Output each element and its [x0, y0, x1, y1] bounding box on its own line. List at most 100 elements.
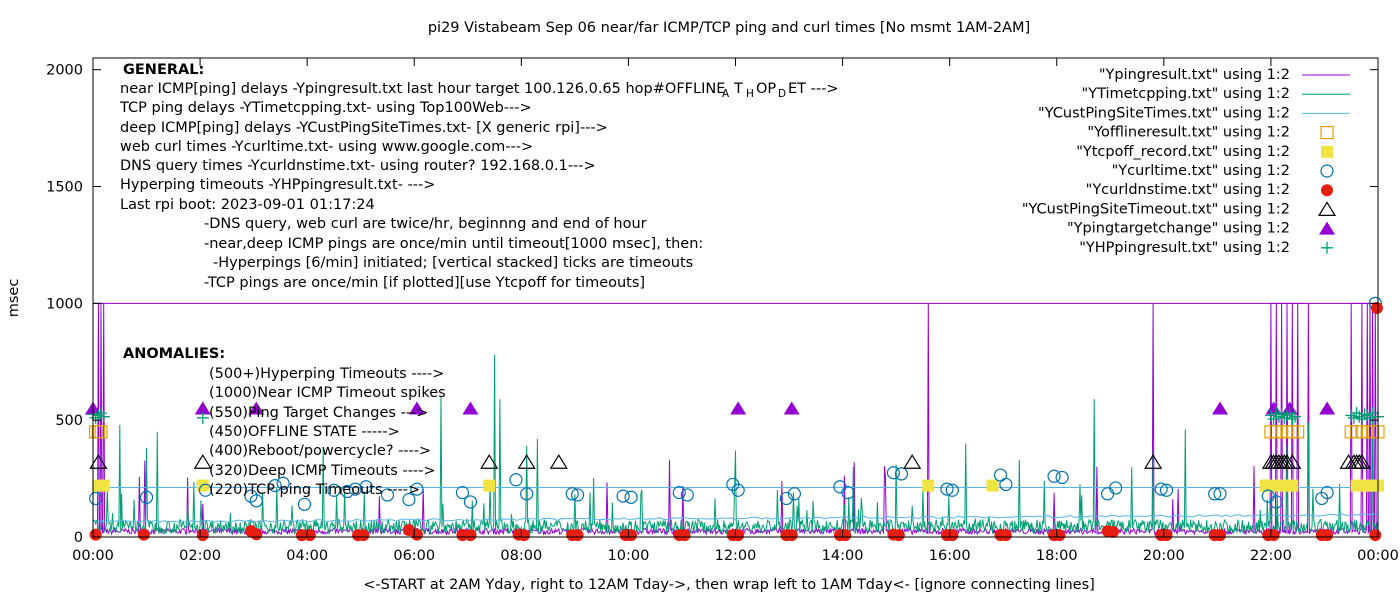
axes: 0 500 1000 1500 2000 00:00 02:00 04:00 06:00 08:0… [46, 57, 1399, 564]
point-ycustpingsitetimeout [1344, 454, 1363, 469]
point-yhppingresult [1363, 411, 1376, 424]
point-ycurldnstime [946, 529, 959, 542]
point-ycustpingsitetimeout [517, 454, 536, 469]
point-ycurltime [402, 493, 416, 507]
point-yhppingresult [89, 411, 102, 424]
point-ycurltime [841, 486, 855, 500]
y-tick-label: 1500 [46, 180, 83, 196]
point-ycustpingsitetimeout [480, 454, 499, 469]
hop-label-fragment: D [778, 88, 786, 100]
point-yofflineresult [89, 425, 103, 439]
point-ycurltime [940, 482, 954, 496]
x-axis-label: <-START at 2AM Yday, right to 12AM Tday-… [363, 577, 1095, 593]
point-ycurltime [672, 486, 686, 500]
point-ycurldnstime [785, 529, 798, 542]
y-tick-label: 500 [55, 413, 83, 429]
anomaly-note-line: (320)Deep ICMP Timeouts ----> [209, 463, 436, 479]
point-ycurltime [249, 494, 263, 508]
anomaly-note-line: (450)OFFLINE STATE -----> [209, 424, 400, 440]
point-ycurltime [1269, 495, 1283, 509]
general-heading: GENERAL: [123, 62, 204, 78]
point-ypingtargetchange [462, 401, 479, 415]
point-ycurltime [1154, 482, 1168, 496]
x-tick-label: 20:00 [1143, 548, 1185, 564]
point-ycurldnstime [89, 528, 102, 541]
point-ycurltime [1159, 483, 1174, 497]
point-ycustpingsitetimeout [1339, 454, 1358, 469]
point-ypingtargetchange [783, 401, 800, 415]
point-yhppingresult [1267, 413, 1280, 426]
point-ycurltime [886, 466, 901, 480]
general-note-line: Hyperping timeouts -YHPpingresult.txt- -… [120, 177, 435, 193]
point-ycurltime [89, 491, 103, 506]
hop-label-fragment: A [722, 88, 730, 100]
point-ypingtargetchange [194, 401, 211, 415]
point-ycustpingsitetimeout [1144, 454, 1163, 469]
chart-title: pi29 Vistabeam Sep 06 near/far ICMP/TCP … [428, 20, 1030, 36]
point-ycurltime [455, 486, 470, 500]
point-ycurldnstime [357, 529, 370, 542]
general-indented-note: -Hyperpings [6/min] initiated; [vertical… [213, 255, 693, 271]
point-ycurldnstime [1267, 529, 1280, 542]
point-ycurltime [297, 497, 312, 511]
point-ytcpoff-record [922, 479, 935, 492]
annotations: GENERAL: near ICMP[ping] delays -Ypingres… [119, 62, 838, 498]
point-ycurldnstime [1053, 529, 1066, 542]
point-yhppingresult [1361, 409, 1374, 422]
series-ycustpingsitetimes-line [92, 513, 1379, 524]
point-ycurldnstime [839, 529, 852, 542]
y-tick-label: 2000 [46, 63, 83, 79]
legend-label: "YCustPingSiteTimes.txt" using 1:2 [1038, 105, 1290, 121]
y-tick-label: 0 [74, 530, 83, 546]
point-yhppingresult [1278, 411, 1291, 424]
legend-label: "YTimetcpping.txt" using 1:2 [1082, 86, 1290, 102]
legend-swatch [1317, 201, 1337, 216]
point-ycurltime [999, 477, 1013, 492]
point-ypingtargetchange [248, 401, 265, 415]
point-ycurldnstime [137, 528, 150, 541]
legend-swatch [1319, 221, 1335, 235]
point-ycurltime [616, 489, 630, 503]
point-ycurltime [340, 484, 354, 499]
point-ycustpingsitetimeout [89, 454, 108, 469]
point-ycurltime [731, 483, 745, 497]
point-ycurltime [993, 468, 1008, 482]
point-yhppingresult [196, 411, 209, 424]
y-axis-label: msec [6, 279, 22, 318]
x-tick-label: 16:00 [929, 548, 971, 564]
x-tick-label: 10:00 [608, 548, 650, 564]
point-ycurldnstime [518, 529, 531, 542]
point-yhppingresult [1353, 410, 1366, 423]
hop-label-fragment: H [746, 88, 754, 100]
point-ycurltime [945, 483, 959, 497]
series-ytimetcpping-line [92, 354, 1379, 535]
point-yhppingresult [1272, 410, 1285, 423]
point-ycustpingsitetimeout [193, 454, 212, 469]
general-note-line: DNS query times -Ycurldnstime.txt- using… [120, 158, 596, 174]
legend-label: "Ycurltime.txt" using 1:2 [1112, 163, 1290, 179]
legend-label: "Ytcpoff_record.txt" using 1:2 [1076, 144, 1290, 160]
point-ycurltime [787, 487, 801, 501]
point-ycustpingsitetimeout [1275, 454, 1294, 469]
general-indented-note: -TCP pings are once/min [if plotted][use… [204, 275, 645, 291]
x-tick-label: 02:00 [179, 548, 221, 564]
point-ycurltime [779, 491, 793, 506]
general-note-line: web curl times -Ycurltime.txt- using www… [120, 139, 533, 155]
point-ycurldnstime [625, 529, 638, 542]
x-tick-label: 06:00 [393, 548, 435, 564]
anomaly-note-line: (220)TCP ping Timeouts ----> [209, 482, 420, 498]
anomalies-heading: ANOMALIES: [123, 346, 225, 362]
point-ypingtargetchange [1212, 401, 1229, 415]
point-ycurldnstime [571, 529, 584, 542]
point-ycurltime [348, 482, 362, 496]
point-yofflineresult [1291, 425, 1305, 439]
point-ycurltime [463, 495, 478, 509]
hop-label-fragment: ET ---> [788, 81, 838, 97]
point-ycurldnstime [410, 528, 423, 541]
point-ycurltime [410, 482, 424, 496]
point-ycustpingsitetimeout [1283, 454, 1302, 469]
x-tick-label: 18:00 [1036, 548, 1078, 564]
general-note-line: deep ICMP[ping] delays -YCustPingSiteTim… [120, 120, 608, 136]
point-ycustpingsitetimeout [903, 454, 922, 469]
